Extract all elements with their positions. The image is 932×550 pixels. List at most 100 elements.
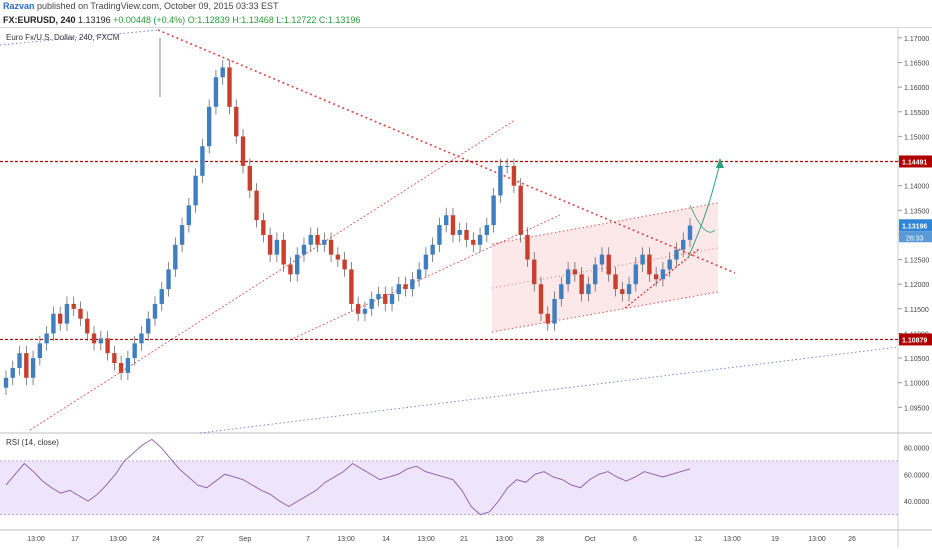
candle-body	[3, 377, 9, 388]
candle-body	[565, 269, 571, 285]
candle-body	[112, 353, 117, 364]
price-channel-fill	[492, 203, 718, 332]
candle-body	[484, 225, 490, 235]
published-info: published on TradingView.com, October 09…	[37, 1, 279, 11]
y-tick-label: 1.14000	[904, 184, 929, 191]
candle-body	[613, 274, 618, 290]
main-legend: Euro Fx/U.S. Dollar, 240, FXCM	[6, 33, 120, 42]
symbol-bar: FX:EURUSD, 240 1.13196 +0.00448 (+0.4%) …	[0, 13, 932, 27]
candle-body	[538, 284, 544, 314]
x-tick-label: 13:00	[417, 536, 435, 543]
candle-body	[105, 338, 110, 354]
candle-body	[98, 338, 104, 344]
candle-body	[457, 230, 462, 235]
candle-body	[376, 294, 381, 299]
candle-body	[267, 234, 273, 255]
y-tick-label: 1.12000	[904, 282, 929, 289]
x-tick-label: Sep	[239, 536, 252, 543]
symbol-name[interactable]: FX:EURUSD, 240	[3, 15, 76, 25]
open-value: O:1.12839	[187, 15, 230, 25]
x-tick-label: 13:00	[337, 536, 355, 543]
candle-body	[403, 284, 408, 290]
candle-body	[254, 190, 259, 221]
candle-body	[491, 195, 496, 226]
y-tick-label: 1.15500	[904, 110, 929, 117]
y-tick-label: 1.16000	[904, 85, 929, 92]
candle-body	[640, 254, 645, 265]
candle-body	[118, 363, 124, 373]
candle-body	[159, 289, 164, 304]
candle-body	[437, 225, 442, 245]
last-price-label: 1.13196	[902, 223, 927, 230]
x-tick-label: 28	[536, 536, 544, 543]
rsi-line	[5, 438, 691, 516]
y-tick-label: 1.12500	[904, 258, 929, 265]
projection-curve	[689, 204, 716, 233]
candle-body	[518, 185, 523, 235]
candle-body	[44, 333, 49, 344]
x-tick-label: 13:00	[27, 536, 45, 543]
x-tick-label: 13:00	[723, 536, 741, 543]
candle-body	[132, 343, 137, 359]
candle-body	[234, 106, 239, 137]
x-tick-label: 6	[633, 536, 637, 543]
candle-body	[559, 284, 564, 299]
candle-body	[369, 298, 374, 309]
candle-body	[146, 318, 151, 334]
candle-body	[532, 259, 537, 285]
candle-body	[51, 313, 56, 334]
y-tick-label: 1.10500	[904, 356, 929, 363]
candle-body	[152, 303, 158, 319]
candle-body	[57, 313, 63, 324]
candle-body	[620, 289, 625, 295]
candle-body	[355, 303, 361, 314]
candle-body	[24, 353, 29, 378]
candle-body	[647, 254, 652, 275]
x-tick-label: 13:00	[109, 536, 127, 543]
y-tick-label: 1.11500	[904, 307, 929, 314]
rsi-legend: RSI (14, close)	[6, 438, 59, 447]
last-price-label-bg	[899, 219, 932, 232]
candle-body	[586, 284, 591, 295]
y-tick-label: 1.16500	[904, 60, 929, 67]
x-tick-label: Oct	[585, 536, 596, 543]
candle-body	[125, 358, 131, 373]
candle-body	[389, 294, 395, 304]
candle-body	[681, 239, 686, 250]
candle-body	[504, 165, 510, 167]
candle-body	[633, 264, 639, 285]
x-tick-label: 24	[152, 536, 160, 543]
candle-body	[139, 333, 144, 344]
blue-trendline-top	[0, 29, 159, 46]
candle-body	[37, 343, 43, 359]
candle-body	[30, 358, 36, 378]
y-tick-label: 1.09500	[904, 405, 929, 412]
candle-body	[261, 220, 266, 235]
rsi-band	[0, 460, 898, 515]
candle-body	[247, 165, 253, 191]
candle-body	[173, 244, 178, 270]
blue-trendline-bottom	[199, 346, 899, 434]
candle-body	[213, 77, 219, 107]
candle-body	[64, 303, 70, 324]
low-value: L:1.12722	[276, 15, 317, 25]
last-price: 1.13196	[78, 15, 111, 25]
candle-body	[396, 284, 401, 295]
candle-body	[301, 244, 307, 255]
candle-body	[322, 239, 327, 245]
candle-body	[166, 269, 171, 290]
x-tick-label: 19	[771, 536, 779, 543]
candle-body	[295, 254, 300, 275]
candle-body	[416, 269, 422, 280]
rsi-tick-label: 60.0000	[904, 472, 929, 479]
resistance-price-label-bg	[899, 155, 932, 168]
author-name[interactable]: Razvan	[3, 1, 35, 11]
x-tick-label: 14	[382, 536, 390, 543]
publisher-line: Razvan published on TradingView.com, Oct…	[0, 0, 932, 13]
x-tick-label: 21	[460, 536, 468, 543]
candle-body	[660, 269, 666, 280]
descending-trendline	[157, 29, 736, 274]
y-tick-label: 1.13500	[904, 208, 929, 215]
resistance-price-label: 1.14491	[902, 159, 927, 166]
